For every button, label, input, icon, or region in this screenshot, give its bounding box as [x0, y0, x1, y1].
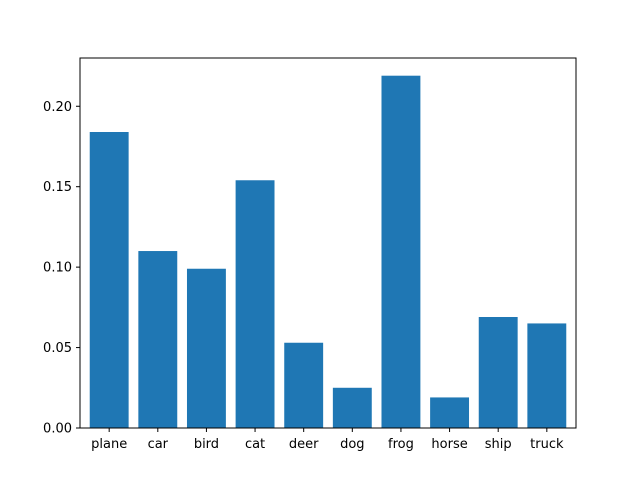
y-tick-label: 0.10 — [43, 261, 72, 276]
bar-horse — [430, 397, 470, 428]
y-tick-label: 0.00 — [43, 422, 72, 437]
x-tick-label: horse — [431, 437, 467, 452]
bar-dog — [332, 387, 372, 428]
x-axis: plane car bird cat deer dog frog horse ship truck — [91, 428, 564, 452]
x-tick-label: truck — [530, 437, 564, 452]
bars-layer — [89, 75, 567, 428]
bar-cat — [235, 180, 275, 428]
bar-bird — [186, 268, 226, 428]
bar-car — [138, 251, 178, 428]
y-tick-label: 0.05 — [43, 341, 72, 356]
x-tick-label: bird — [194, 437, 219, 452]
bar-truck — [527, 323, 567, 428]
bar-frog — [381, 75, 421, 428]
x-tick-label: plane — [91, 437, 127, 452]
x-tick-label: car — [148, 437, 169, 452]
x-tick-label: dog — [340, 437, 364, 452]
x-tick-label: deer — [289, 437, 319, 452]
bar-ship — [478, 317, 518, 428]
x-tick-label: ship — [485, 437, 512, 452]
bar-deer — [284, 342, 324, 428]
y-tick-label: 0.20 — [43, 100, 72, 115]
x-tick-label: frog — [388, 437, 414, 452]
plot-frame — [79, 57, 577, 429]
x-tick-label: cat — [245, 437, 265, 452]
bar-plane — [89, 132, 129, 428]
y-tick-label: 0.15 — [43, 180, 72, 195]
y-axis: 0.00 0.05 0.10 0.15 0.20 — [43, 100, 80, 437]
